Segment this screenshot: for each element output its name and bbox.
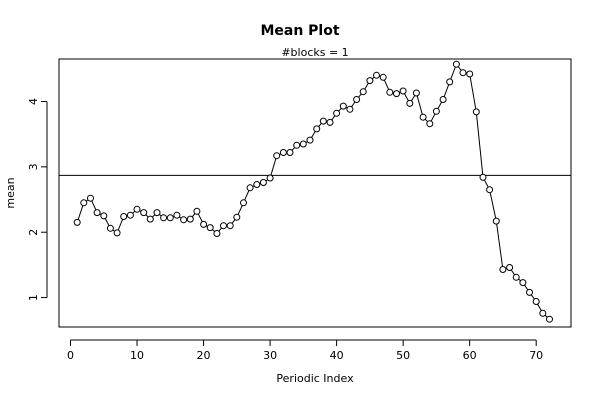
data-point [246,184,254,192]
data-point [293,141,301,149]
data-point [100,212,108,220]
data-point [472,108,480,116]
data-point [532,298,540,305]
data-point [333,109,341,117]
data-point [286,149,294,156]
data-point [253,181,261,188]
x-tick-label: 70 [529,349,543,362]
x-tick-label: 30 [263,349,277,362]
data-point [366,77,374,85]
data-point [386,88,394,96]
data-point [399,87,407,95]
data-point [539,309,547,317]
x-tick-label: 50 [396,349,410,362]
data-point [519,279,527,287]
data-points [73,60,553,323]
x-tick-label: 40 [330,349,344,362]
data-point [319,117,327,125]
data-point [346,105,354,113]
data-point [120,213,128,220]
data-point [506,264,514,271]
data-point [106,224,114,232]
data-point [220,222,227,230]
x-tick-label: 20 [197,349,211,362]
data-point [546,315,553,323]
data-point [193,207,201,215]
data-point [266,174,274,182]
data-point [439,96,447,103]
data-point [486,186,494,194]
x-tick-label: 60 [463,349,477,362]
chart-subtitle: #blocks = 1 [281,46,348,59]
data-point [326,118,334,126]
data-point [273,152,281,160]
data-point [173,211,181,219]
data-point [412,89,420,97]
data-point [140,209,148,217]
data-point [466,70,474,78]
data-point [213,230,221,237]
plot-frame [58,58,572,328]
data-point [226,222,234,230]
data-point [499,266,507,273]
data-point [186,215,194,223]
data-point [93,209,101,217]
data-point [73,218,81,226]
data-point [166,214,174,222]
data-point [306,136,314,144]
data-point [240,199,247,207]
chart-title: Mean Plot [260,23,339,39]
y-axis: 1 2 3 4 [27,98,48,301]
data-point [87,194,94,202]
data-point [393,90,400,98]
data-point [279,149,287,156]
x-tick-label: 0 [67,349,74,362]
y-axis-label: mean [4,177,17,208]
data-point [233,213,241,221]
data-point [426,120,434,128]
data-point [452,60,460,68]
data-point [373,71,380,79]
data-point [479,173,487,181]
data-point [313,125,321,133]
y-tick-label: 2 [27,229,40,236]
data-point [339,102,347,110]
data-point [133,205,141,213]
data-point [113,229,121,237]
data-point [200,220,208,228]
data-point [432,107,440,115]
data-point [446,78,454,86]
y-tick-label: 3 [27,163,40,170]
x-axis: 0 10 20 30 40 50 60 70 [67,339,543,362]
y-tick-label: 1 [27,294,40,301]
data-point [126,211,134,219]
data-point [419,113,427,121]
data-point [299,140,307,148]
data-point [160,214,168,222]
data-point [353,96,361,103]
data-point [180,216,188,224]
series-line [76,63,550,320]
data-point [259,179,267,186]
data-point [146,215,154,223]
data-point [459,69,467,77]
data-point [359,88,367,96]
data-point [80,199,88,207]
data-point [206,224,214,232]
data-point [406,99,414,107]
x-axis-label: Periodic Index [276,372,354,385]
data-point [512,273,520,281]
data-point [492,217,500,225]
y-tick-label: 4 [27,98,40,105]
data-point [153,209,161,217]
x-tick-label: 10 [130,349,144,362]
data-point [526,288,533,296]
data-point [379,73,387,81]
